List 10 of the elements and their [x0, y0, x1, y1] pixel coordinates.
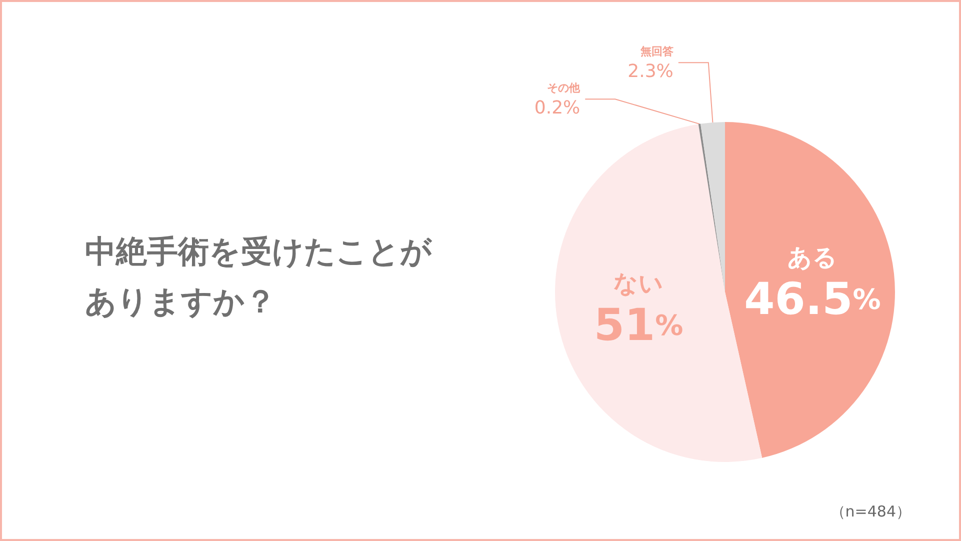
data-label: 51%	[594, 300, 684, 351]
slice-label: 無回答	[639, 45, 674, 58]
data-label: 0.2%	[534, 98, 580, 119]
slice-label: ない	[614, 269, 664, 298]
text: 中絶手術を受けたことがありますか？	[85, 234, 433, 320]
text: （n=484）	[830, 502, 912, 520]
slice-label: その他	[547, 82, 582, 95]
slice-label: ある	[787, 243, 838, 272]
data-label: 46.5%	[744, 274, 881, 325]
data-label: 2.3%	[628, 61, 674, 82]
